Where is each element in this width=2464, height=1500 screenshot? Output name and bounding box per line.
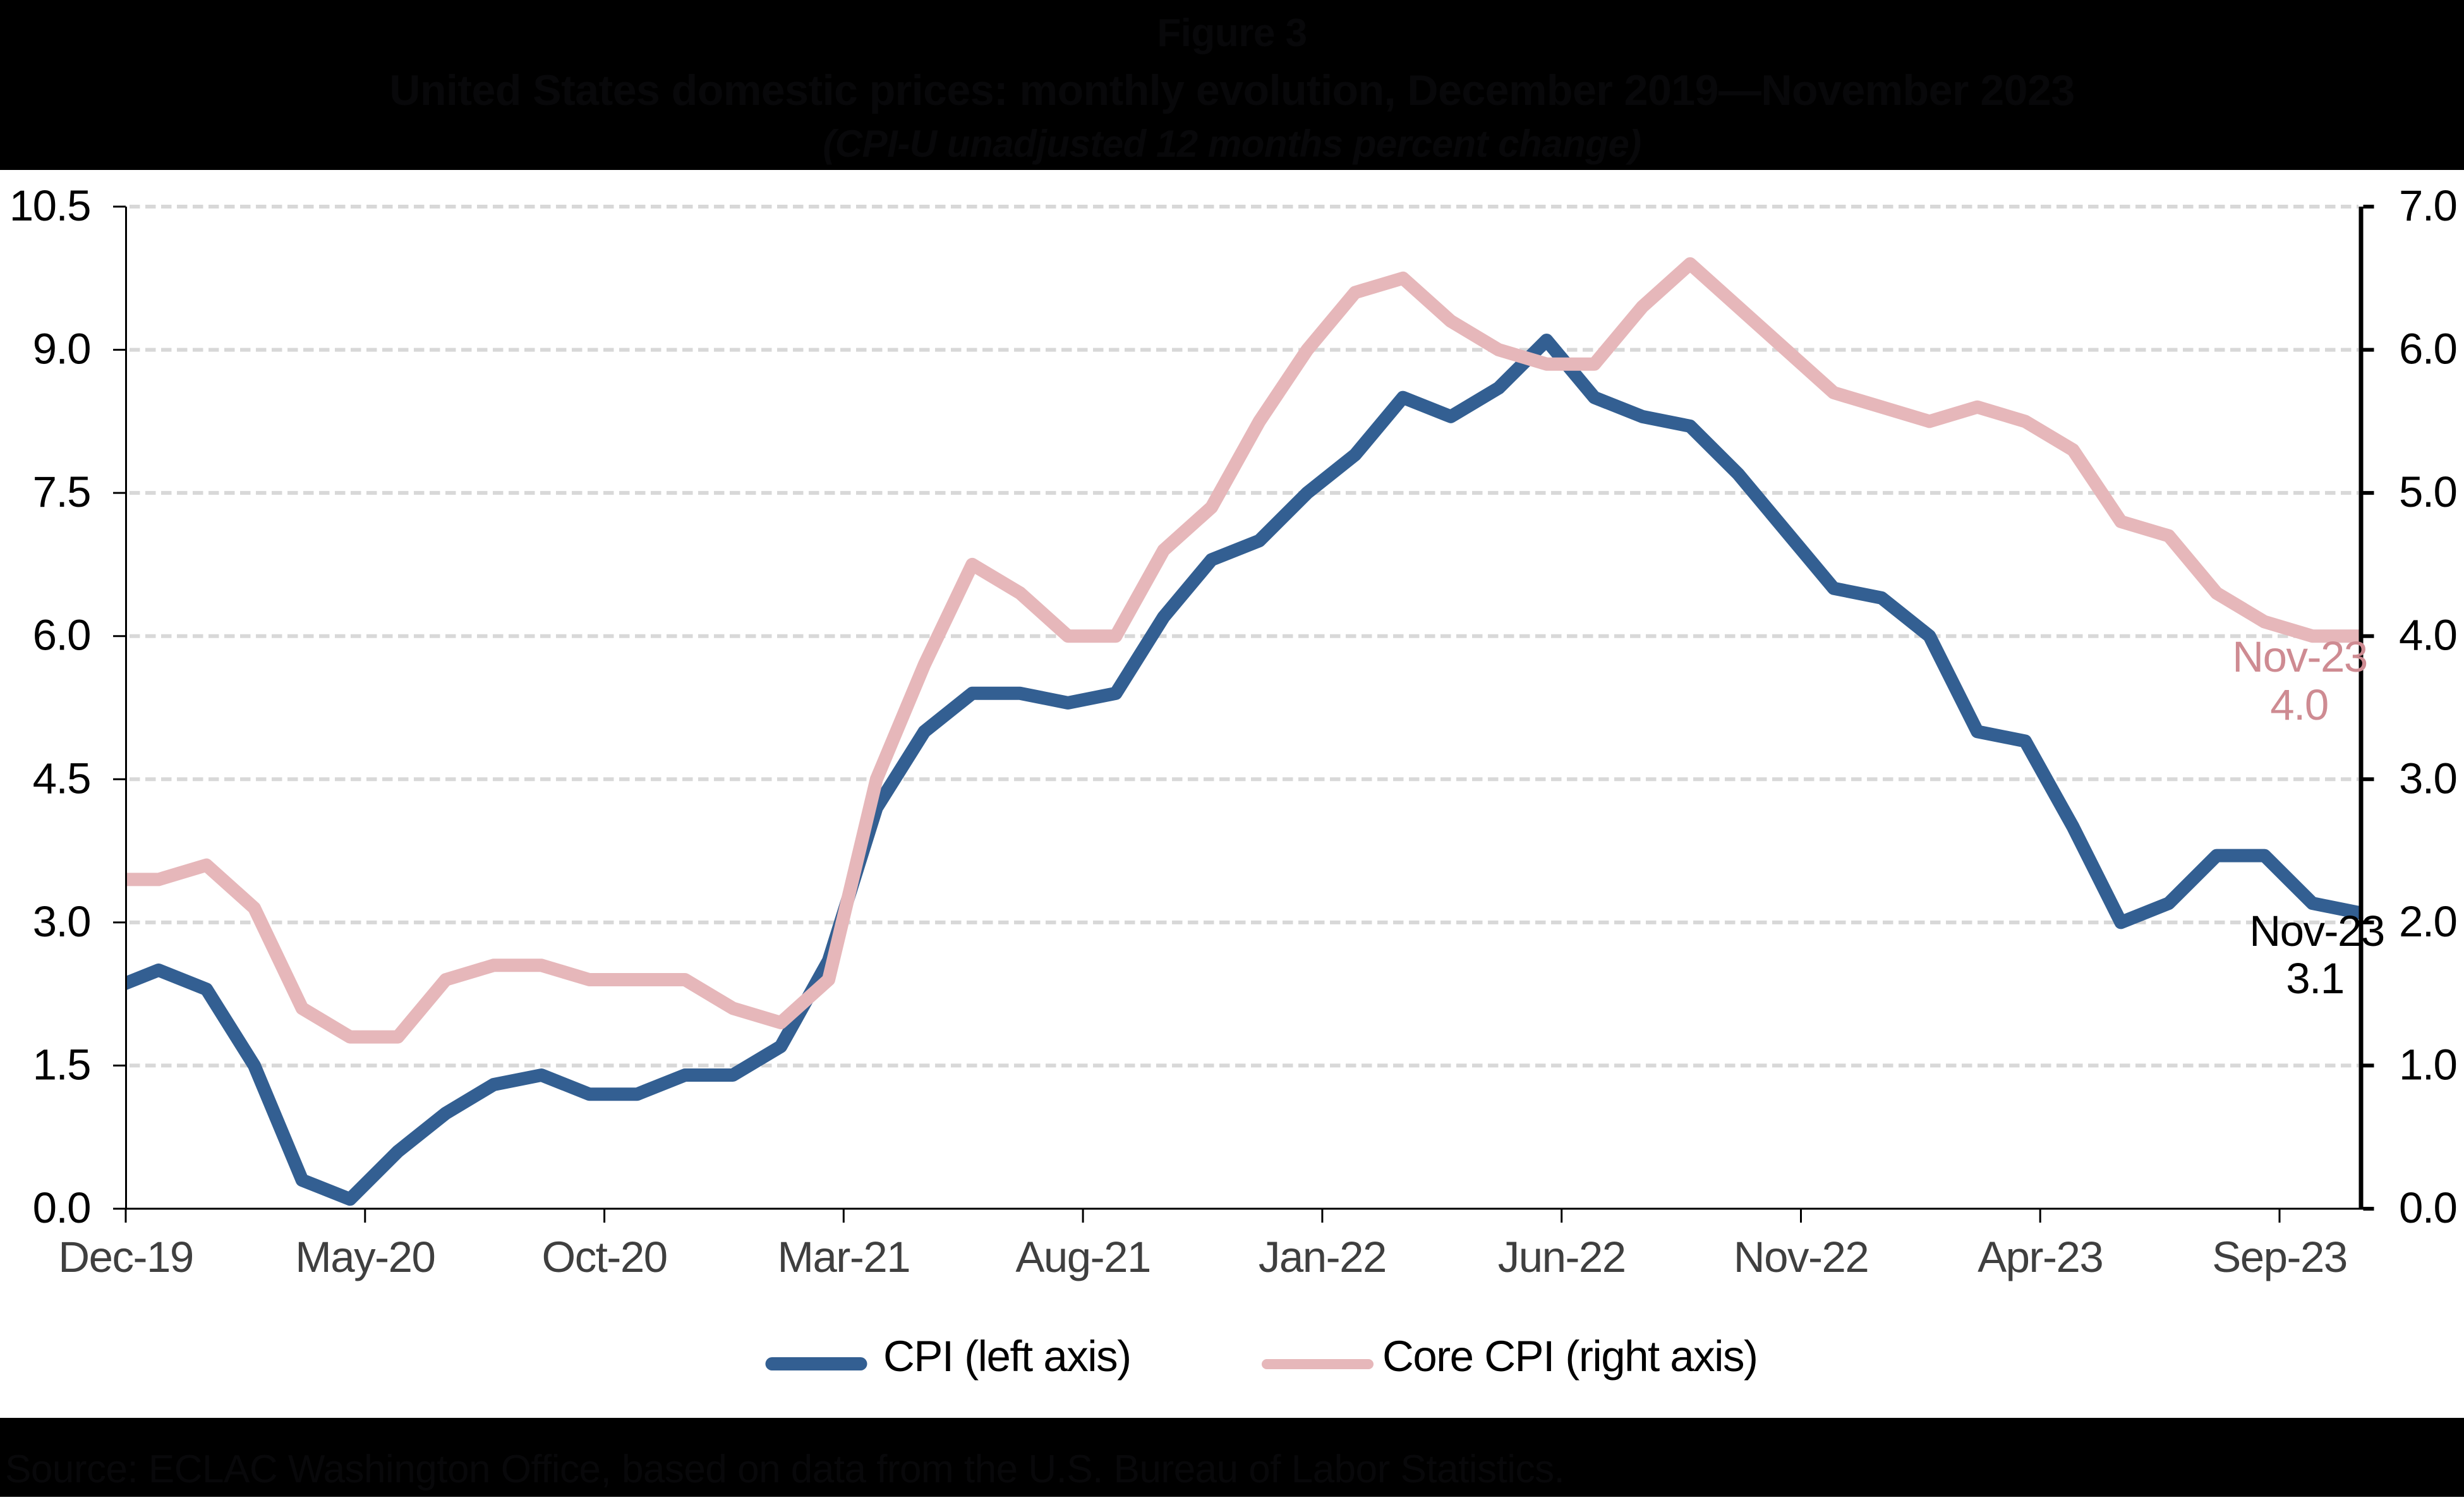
svg-text:Jun-22: Jun-22: [1498, 1233, 1626, 1281]
svg-text:1.0: 1.0: [2399, 1040, 2456, 1089]
svg-text:(CPI-U unadjusted 12 months pe: (CPI-U unadjusted 12 months percent chan…: [823, 123, 1641, 165]
svg-text:Source: ECLAC Washington Offic: Source: ECLAC Washington Office, based o…: [5, 1448, 1564, 1491]
svg-text:Aug-21: Aug-21: [1015, 1233, 1150, 1281]
svg-text:Oct-20: Oct-20: [542, 1233, 667, 1281]
svg-text:Core CPI (right axis): Core CPI (right axis): [1382, 1332, 1757, 1381]
svg-text:5.0: 5.0: [2399, 468, 2456, 516]
svg-text:Apr-23: Apr-23: [1978, 1233, 2103, 1281]
svg-text:Nov-23: Nov-23: [2232, 632, 2367, 681]
svg-text:0.0: 0.0: [33, 1183, 90, 1232]
svg-text:Nov-23: Nov-23: [2249, 907, 2384, 955]
svg-text:4.0: 4.0: [2270, 680, 2328, 729]
svg-text:Jan-22: Jan-22: [1259, 1233, 1386, 1281]
svg-text:1.5: 1.5: [33, 1040, 90, 1089]
svg-text:7.5: 7.5: [33, 468, 90, 516]
svg-text:United States domestic prices:: United States domestic prices: monthly e…: [389, 66, 2074, 114]
svg-text:2.0: 2.0: [2399, 897, 2456, 946]
svg-text:7.0: 7.0: [2399, 181, 2456, 230]
svg-text:3.0: 3.0: [2399, 754, 2456, 802]
svg-text:Figure 3: Figure 3: [1157, 11, 1307, 55]
svg-text:Nov-22: Nov-22: [1734, 1233, 1868, 1281]
svg-text:4.0: 4.0: [2399, 611, 2456, 660]
svg-text:6.0: 6.0: [33, 611, 90, 660]
svg-text:10.5: 10.5: [9, 181, 90, 230]
svg-text:CPI (left axis): CPI (left axis): [883, 1332, 1131, 1381]
svg-text:3.1: 3.1: [2286, 954, 2343, 1003]
svg-text:0.0: 0.0: [2399, 1183, 2456, 1232]
svg-text:9.0: 9.0: [33, 325, 90, 373]
svg-text:Sep-23: Sep-23: [2212, 1233, 2347, 1281]
svg-text:6.0: 6.0: [2399, 325, 2456, 373]
svg-text:May-20: May-20: [295, 1233, 435, 1281]
svg-text:4.5: 4.5: [33, 754, 90, 802]
svg-text:3.0: 3.0: [33, 897, 90, 946]
svg-text:Mar-21: Mar-21: [778, 1233, 910, 1281]
svg-text:Dec-19: Dec-19: [58, 1233, 193, 1281]
